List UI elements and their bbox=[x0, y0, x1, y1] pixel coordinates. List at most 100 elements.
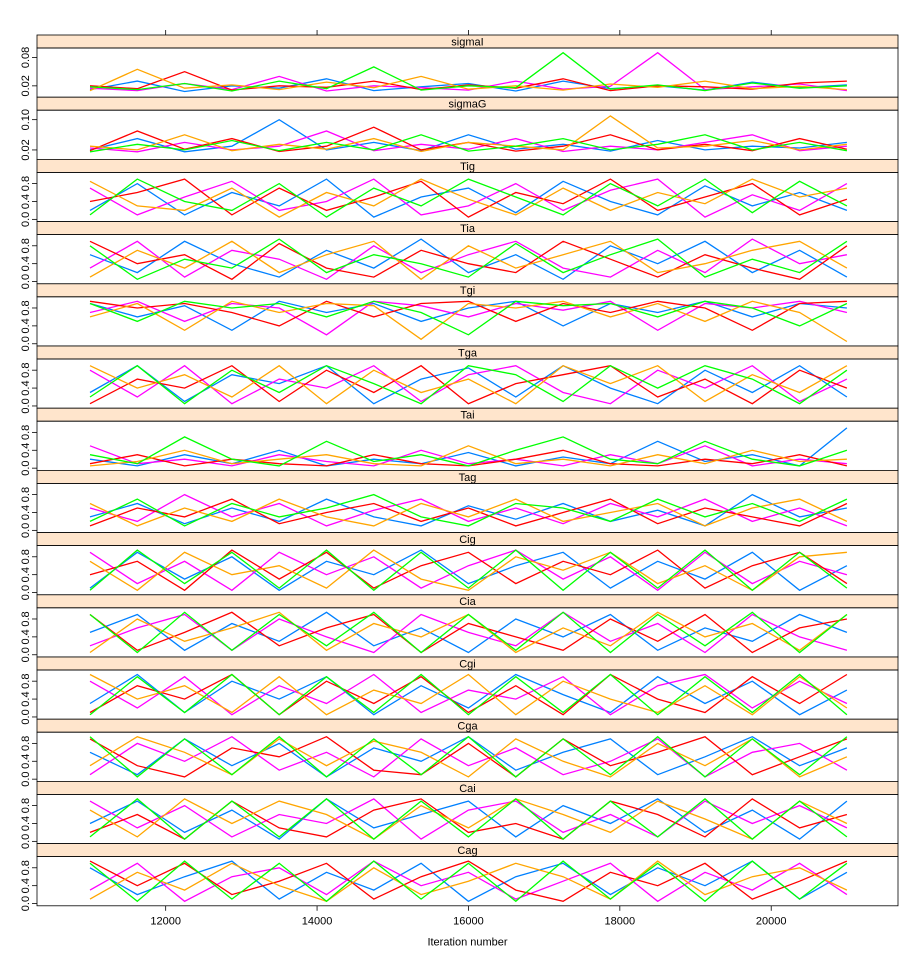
trace-line bbox=[89, 436, 848, 467]
trace-line bbox=[89, 549, 848, 592]
trace-line bbox=[89, 178, 848, 218]
trace-line bbox=[89, 445, 847, 467]
y-tick-label: 0.8 bbox=[20, 425, 32, 440]
panel-frame bbox=[36, 731, 899, 782]
trace-line bbox=[89, 673, 848, 716]
trace-line bbox=[89, 364, 848, 405]
y-tick-label: 0.4 bbox=[20, 878, 32, 893]
trace-line bbox=[89, 300, 848, 336]
y-tick-label: 0.8 bbox=[20, 860, 32, 875]
y-tick-label: 0.0 bbox=[20, 896, 32, 911]
strip-label: Cgi bbox=[459, 658, 476, 670]
traces bbox=[89, 115, 848, 153]
y-tick-label: 0.0 bbox=[20, 834, 32, 849]
trace-line bbox=[89, 238, 848, 281]
strip-label: Cai bbox=[459, 783, 476, 795]
y-tick-label: 0.8 bbox=[20, 238, 32, 253]
y-tick-label: 0.4 bbox=[20, 691, 32, 706]
trace-line bbox=[89, 364, 848, 405]
x-tick-label: 18000 bbox=[605, 916, 636, 928]
trace-line bbox=[89, 493, 848, 527]
trace-line bbox=[89, 178, 848, 218]
trace-line bbox=[89, 735, 848, 778]
trace-line bbox=[89, 178, 848, 218]
y-tick-label: 0.4 bbox=[20, 194, 32, 209]
x-tick-label: 12000 bbox=[150, 916, 181, 928]
trace-line bbox=[89, 611, 848, 654]
trace-line bbox=[89, 238, 848, 281]
y-tick-label: 0.0 bbox=[20, 336, 32, 351]
trace-line bbox=[89, 427, 848, 467]
traces bbox=[89, 300, 848, 343]
trace-line bbox=[89, 68, 847, 92]
traces bbox=[89, 493, 848, 527]
y-tick-label: 0.8 bbox=[20, 611, 32, 626]
x-tick-label: 20000 bbox=[756, 916, 787, 928]
y-tick-label: 0.0 bbox=[20, 772, 32, 787]
trace-line bbox=[89, 178, 848, 218]
trace-line bbox=[89, 445, 847, 467]
y-tick-label: 0.8 bbox=[20, 736, 32, 751]
y-tick-label: 0.4 bbox=[20, 816, 32, 831]
trace-line bbox=[89, 673, 848, 716]
y-tick-label: 0.4 bbox=[20, 754, 32, 769]
strip-label: Cia bbox=[459, 596, 476, 608]
y-tick-label: 0.4 bbox=[20, 318, 32, 333]
strip-label: Tag bbox=[459, 472, 477, 484]
y-tick-label: 0.0 bbox=[20, 274, 32, 289]
trace-line bbox=[89, 240, 848, 281]
trace-line bbox=[89, 300, 847, 332]
traces bbox=[89, 238, 848, 281]
trace-line bbox=[89, 126, 848, 153]
x-tick-label: 14000 bbox=[302, 916, 333, 928]
strip-label: Tgi bbox=[460, 285, 475, 297]
trace-line bbox=[89, 300, 847, 332]
trace-line bbox=[89, 860, 848, 903]
trace-line bbox=[89, 364, 848, 405]
strip-label: sigmaI bbox=[451, 36, 483, 48]
trace-line bbox=[89, 735, 848, 778]
y-tick-label: 0.0 bbox=[20, 398, 32, 413]
y-tick-label: 0.02 bbox=[20, 75, 32, 96]
trace-line bbox=[89, 498, 848, 527]
y-tick-label: 0.8 bbox=[20, 549, 32, 564]
y-tick-label: 0.8 bbox=[20, 176, 32, 191]
strip-label: sigmaG bbox=[449, 99, 487, 111]
y-tick-label: 0.4 bbox=[20, 380, 32, 395]
trace-line bbox=[89, 364, 848, 405]
trace-line bbox=[89, 549, 848, 592]
y-tick-label: 0.0 bbox=[20, 523, 32, 538]
trace-line bbox=[89, 51, 847, 92]
traces bbox=[89, 178, 848, 218]
y-tick-label: 0.4 bbox=[20, 629, 32, 644]
traces bbox=[89, 798, 848, 840]
trace-line bbox=[89, 735, 848, 778]
y-tick-label: 0.4 bbox=[20, 505, 32, 520]
traces bbox=[89, 860, 848, 903]
strip-label: Tig bbox=[460, 161, 475, 173]
y-tick-label: 0.0 bbox=[20, 585, 32, 600]
y-tick-label: 0.4 bbox=[20, 256, 32, 271]
trace-line bbox=[89, 860, 848, 903]
trace-line bbox=[89, 735, 848, 778]
trace-line bbox=[89, 493, 848, 527]
trace-line bbox=[89, 673, 848, 716]
strip-label: Cga bbox=[457, 721, 478, 733]
y-tick-label: 0.02 bbox=[20, 139, 32, 160]
y-tick-label: 0.8 bbox=[20, 798, 32, 813]
trace-line bbox=[89, 798, 848, 840]
trace-line bbox=[89, 798, 848, 840]
traces bbox=[89, 611, 848, 654]
y-tick-label: 0.8 bbox=[20, 300, 32, 315]
y-tick-label: 0.10 bbox=[20, 109, 32, 130]
trace-line bbox=[89, 364, 848, 405]
y-tick-label: 0.8 bbox=[20, 487, 32, 502]
trace-line bbox=[89, 178, 848, 218]
trace-line bbox=[89, 115, 847, 153]
trace-line bbox=[89, 498, 848, 527]
trace-line bbox=[89, 493, 848, 527]
y-tick-label: 0.8 bbox=[20, 674, 32, 689]
y-tick-label: 0.0 bbox=[20, 212, 32, 227]
traces bbox=[89, 364, 848, 405]
